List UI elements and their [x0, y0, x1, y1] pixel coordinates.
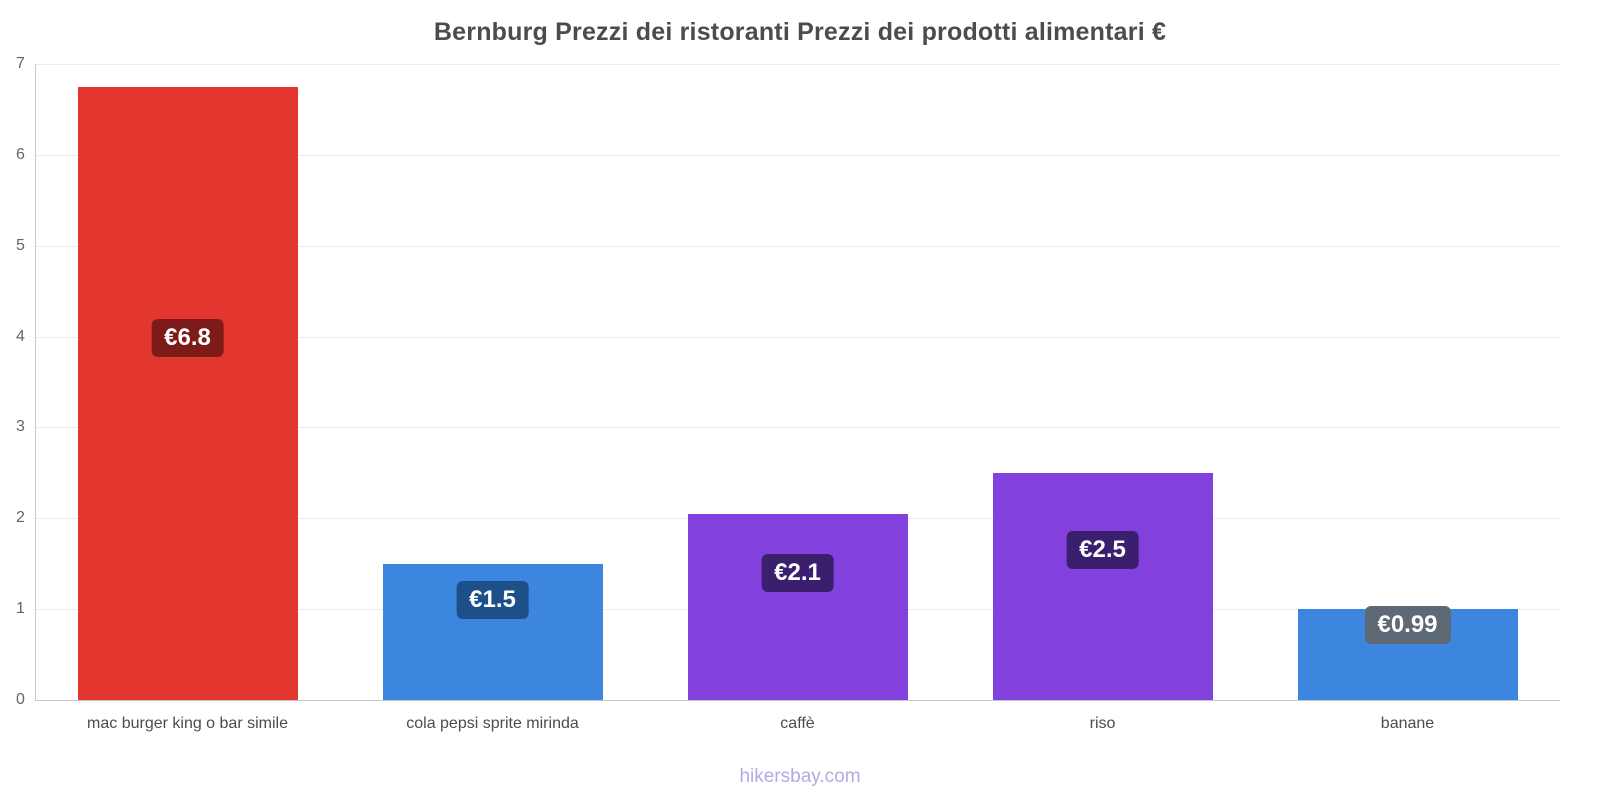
y-tick-label: 1	[16, 600, 25, 618]
chart-title: Bernburg Prezzi dei ristoranti Prezzi de…	[433, 18, 1167, 46]
category-label: cola pepsi sprite mirinda	[406, 715, 579, 732]
gridline	[35, 154, 1560, 156]
bar-2: €1.5	[382, 563, 603, 700]
category-label: mac burger king o bar simile	[87, 715, 288, 732]
bar-value-badge: €2.1	[761, 553, 834, 592]
category-label: riso	[1089, 715, 1116, 732]
gridline	[35, 336, 1560, 338]
watermark: hikersbay.com	[739, 766, 861, 787]
gridline	[35, 64, 1560, 65]
bar-1: €6.8	[77, 86, 298, 700]
gridline	[35, 245, 1560, 247]
category-label: caffè	[780, 715, 815, 732]
bar-value-badge: €6.8	[151, 318, 224, 357]
category-label: banane	[1380, 715, 1435, 732]
y-axis-line	[35, 64, 36, 700]
y-tick-label: 5	[16, 236, 25, 254]
gridline	[35, 427, 1560, 429]
y-tick-label: 3	[16, 418, 25, 436]
y-tick-label: 4	[16, 327, 25, 345]
x-axis-line	[35, 700, 1560, 701]
bar-value-badge: €0.99	[1364, 606, 1451, 645]
y-tick-label: 0	[16, 691, 25, 708]
bar-5: €0.99	[1297, 606, 1518, 700]
bar-4: €2.5	[992, 472, 1213, 700]
y-tick-label: 6	[16, 145, 25, 163]
y-tick-label: 7	[16, 55, 25, 72]
bar-3: €2.1	[687, 513, 908, 700]
bar-value-badge: €1.5	[456, 581, 529, 620]
y-tick-label: 2	[16, 509, 25, 527]
bar-value-badge: €2.5	[1066, 531, 1139, 570]
